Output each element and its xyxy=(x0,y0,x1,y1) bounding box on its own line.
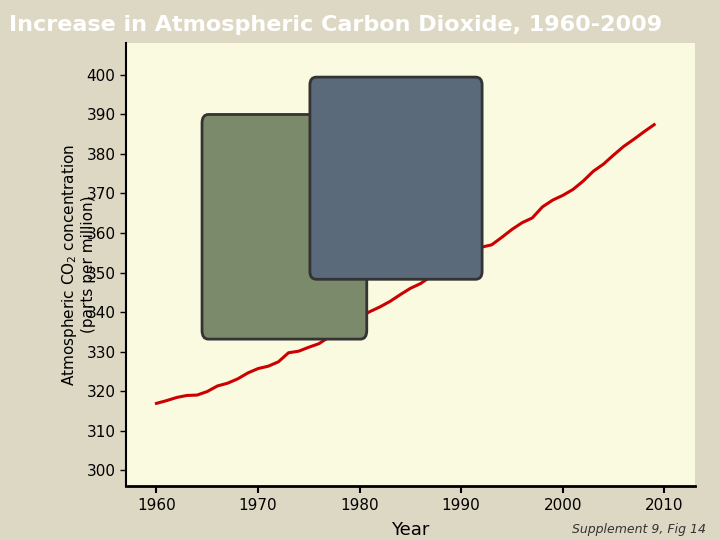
X-axis label: Year: Year xyxy=(391,521,430,539)
FancyBboxPatch shape xyxy=(202,114,366,339)
Y-axis label: Atmospheric CO$_2$ concentration
(parts per million): Atmospheric CO$_2$ concentration (parts … xyxy=(60,144,96,386)
FancyBboxPatch shape xyxy=(310,77,482,279)
Text: Increase in Atmospheric Carbon Dioxide, 1960-2009: Increase in Atmospheric Carbon Dioxide, … xyxy=(9,15,662,35)
Text: Supplement 9, Fig 14: Supplement 9, Fig 14 xyxy=(572,523,706,536)
